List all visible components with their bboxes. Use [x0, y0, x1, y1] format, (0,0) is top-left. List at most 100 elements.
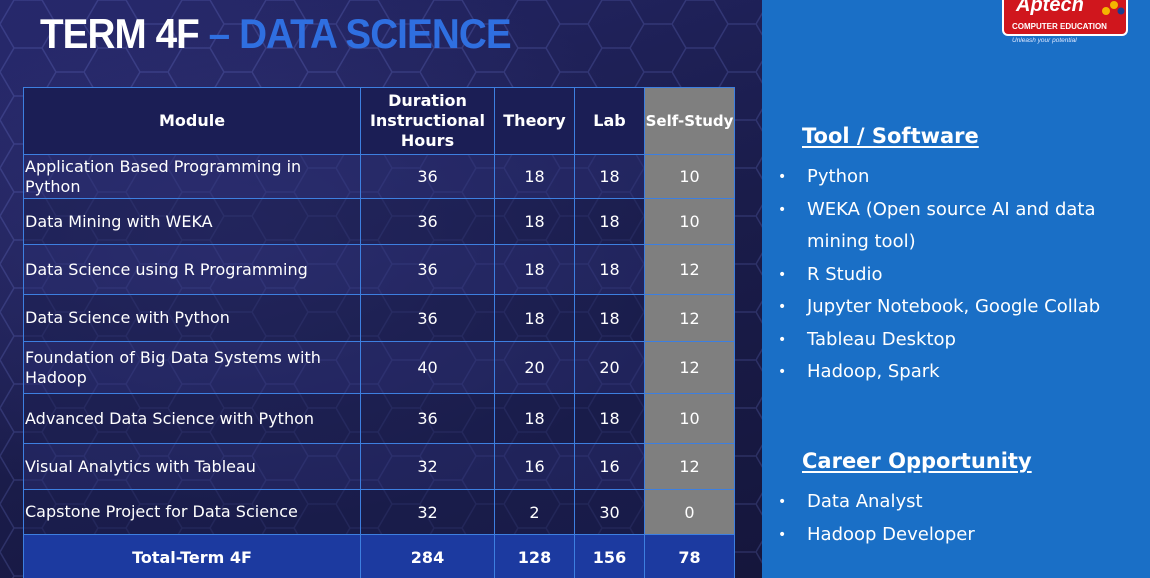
cell-theory: 18 [494, 154, 575, 199]
cell-module: Data Science with Python [23, 294, 361, 342]
bullet-icon: • [778, 299, 787, 315]
cell-module: Visual Analytics with Tableau [23, 443, 361, 490]
cell-lab: 20 [574, 341, 645, 394]
logo-tagline: Unleash your potential [1012, 37, 1077, 44]
list-item: • R Studio [778, 259, 1128, 292]
title-term: TERM 4F [40, 10, 200, 57]
list-item: • WEKA (Open source AI and data mining to… [778, 194, 1128, 259]
header-lab: Lab [574, 87, 645, 155]
header-duration-line1: Duration [388, 91, 467, 110]
page-title: TERM 4F – DATA SCIENCE [40, 10, 512, 58]
table-row: Data Mining with WEKA 36 18 18 10 [23, 198, 735, 245]
table-row: Data Science with Python 36 18 18 12 [23, 294, 735, 342]
tool-item: R Studio [807, 263, 883, 285]
total-label: Total-Term 4F [23, 534, 361, 578]
cell-lab: 30 [574, 489, 645, 535]
cell-self-study: 12 [644, 341, 735, 394]
logo-dots-icon [1102, 1, 1125, 15]
right-panel [762, 0, 1150, 578]
cell-module: Advanced Data Science with Python [23, 393, 361, 444]
cell-theory: 18 [494, 294, 575, 342]
bullet-icon: • [778, 201, 787, 218]
header-duration: Duration Instructional Hours [360, 87, 495, 155]
cell-module: Application Based Programming in Python [23, 154, 361, 199]
cell-duration: 36 [360, 244, 495, 295]
cell-lab: 18 [574, 393, 645, 444]
cell-lab: 18 [574, 198, 645, 245]
total-self-study: 78 [644, 534, 735, 578]
cell-duration: 36 [360, 154, 495, 199]
list-item: • Hadoop Developer [778, 519, 1128, 552]
total-duration: 284 [360, 534, 495, 578]
cell-self-study: 12 [644, 244, 735, 295]
cell-duration: 36 [360, 198, 495, 245]
cell-self-study: 10 [644, 198, 735, 245]
cell-module: Data Science using R Programming [23, 244, 361, 295]
logo-badge [1002, 0, 1128, 36]
cell-self-study: 0 [644, 489, 735, 535]
cell-duration: 40 [360, 341, 495, 394]
cell-module: Foundation of Big Data Systems with Hado… [23, 341, 361, 394]
bullet-icon: • [778, 494, 787, 510]
table-row: Foundation of Big Data Systems with Hado… [23, 341, 735, 394]
header-duration-line2: Instructional [369, 111, 486, 130]
cell-theory: 18 [494, 244, 575, 295]
table-total-row: Total-Term 4F 284 128 156 78 [23, 534, 735, 578]
bullet-icon: • [778, 526, 787, 543]
aptech-logo: Aptech COMPUTER EDUCATION Unleash your p… [1002, 0, 1130, 46]
list-item: • Tableau Desktop [778, 324, 1128, 357]
cell-theory: 16 [494, 443, 575, 490]
career-list: • Data Analyst • Hadoop Developer [778, 486, 1128, 551]
cell-lab: 18 [574, 154, 645, 199]
tool-item: Hadoop, Spark [807, 361, 940, 382]
bullet-icon: • [778, 169, 787, 185]
cell-duration: 36 [360, 393, 495, 444]
cell-self-study: 10 [644, 393, 735, 444]
cell-theory: 18 [494, 393, 575, 444]
table-row: Data Science using R Programming 36 18 1… [23, 244, 735, 295]
list-item: • Jupyter Notebook, Google Collab [778, 291, 1128, 324]
list-item: • Python [778, 161, 1128, 194]
title-dash: – [208, 10, 231, 57]
table-row: Application Based Programming in Python … [23, 154, 735, 199]
list-item: • Hadoop, Spark [778, 356, 1128, 389]
bullet-icon: • [778, 266, 787, 283]
tool-item: WEKA (Open source AI and data mining too… [807, 198, 1096, 253]
cell-theory: 2 [494, 489, 575, 535]
module-table: Module Duration Instructional Hours Theo… [23, 87, 735, 578]
list-item: • Data Analyst [778, 486, 1128, 519]
table-row: Capstone Project for Data Science 32 2 3… [23, 489, 735, 535]
cell-self-study: 12 [644, 294, 735, 342]
header-module: Module [23, 87, 361, 155]
cell-theory: 18 [494, 198, 575, 245]
total-lab: 156 [574, 534, 645, 578]
career-item: Data Analyst [807, 491, 923, 512]
cell-duration: 36 [360, 294, 495, 342]
cell-self-study: 10 [644, 154, 735, 199]
header-self-study: Self-Study [644, 87, 735, 155]
logo-subtitle: COMPUTER EDUCATION [1012, 22, 1107, 31]
logo-brand: Aptech [1016, 0, 1084, 16]
tools-heading: Tool / Software [802, 124, 979, 148]
table-header-row: Module Duration Instructional Hours Theo… [23, 87, 735, 155]
career-heading: Career Opportunity [802, 449, 1032, 473]
header-theory: Theory [494, 87, 575, 155]
cell-duration: 32 [360, 443, 495, 490]
bullet-icon: • [778, 364, 787, 380]
header-duration-line3: Hours [400, 131, 455, 150]
cell-theory: 20 [494, 341, 575, 394]
total-theory: 128 [494, 534, 575, 578]
cell-module: Data Mining with WEKA [23, 198, 361, 245]
tools-list: • Python • WEKA (Open source AI and data m… [778, 161, 1128, 389]
cell-lab: 18 [574, 294, 645, 342]
cell-module: Capstone Project for Data Science [23, 489, 361, 535]
cell-duration: 32 [360, 489, 495, 535]
tool-item: Python [807, 166, 870, 187]
table-row: Advanced Data Science with Python 36 18 … [23, 393, 735, 444]
tool-item: Tableau Desktop [807, 328, 956, 350]
title-subject: DATA SCIENCE [239, 10, 512, 57]
career-item: Hadoop Developer [807, 523, 975, 545]
cell-self-study: 12 [644, 443, 735, 490]
bullet-icon: • [778, 331, 787, 348]
table-row: Visual Analytics with Tableau 32 16 16 1… [23, 443, 735, 490]
